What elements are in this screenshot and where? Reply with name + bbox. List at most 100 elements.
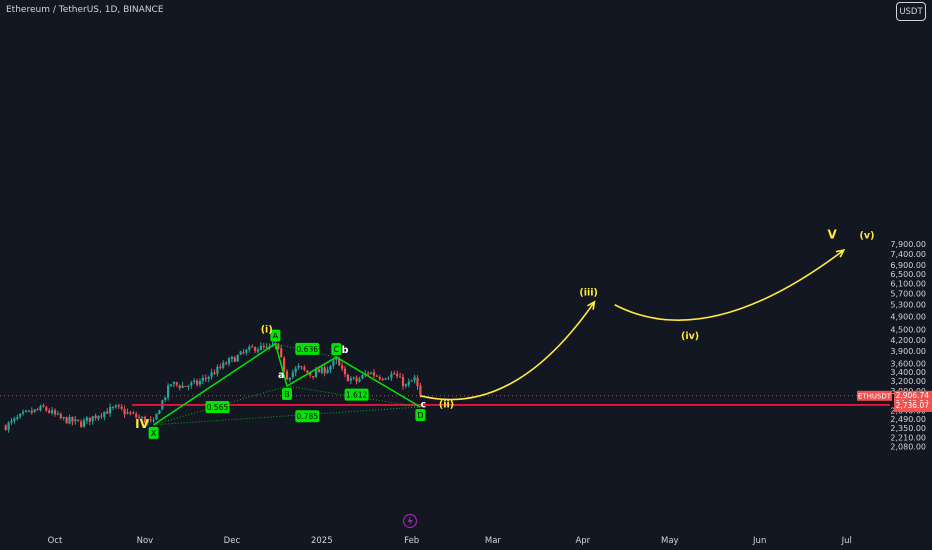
candle (352, 376, 355, 380)
candle (280, 344, 283, 359)
support-price-tag: 2,736.07 (894, 400, 932, 412)
candle (109, 403, 112, 417)
candle-body (123, 409, 126, 415)
candle-body (329, 365, 332, 370)
candle (297, 362, 300, 370)
candle (300, 365, 303, 370)
candle-body (126, 412, 129, 414)
svg-text:2,906.74: 2,906.74 (896, 391, 930, 400)
candle-body (152, 420, 155, 422)
candle (242, 349, 245, 355)
candle (326, 366, 329, 375)
currency-button[interactable]: USDT (896, 2, 926, 21)
candle-body (390, 373, 393, 378)
y-tick-label: 5,300.00 (890, 301, 926, 310)
candle (132, 410, 135, 415)
candle (187, 384, 190, 391)
candle (306, 370, 309, 373)
candle-body (416, 377, 419, 386)
candle-body (387, 378, 390, 380)
wave-label: (iii) (579, 288, 597, 299)
candle (56, 410, 59, 416)
candle-body (404, 384, 407, 387)
x-tick-label: 2025 (311, 536, 333, 546)
candle-body (158, 410, 161, 415)
candle (19, 413, 22, 419)
candle (312, 376, 315, 380)
wave-label: c (420, 400, 426, 411)
candle-body (291, 372, 294, 378)
candle (239, 350, 242, 356)
wave-label: a (278, 370, 284, 381)
candle (27, 409, 30, 413)
candle-body (219, 366, 222, 368)
candle-body (407, 381, 410, 385)
candle-body (33, 409, 36, 413)
candle-body (303, 367, 306, 370)
y-tick-label: 7,900.00 (890, 240, 926, 249)
candle-body (120, 406, 123, 409)
ratio-badge: 1.612 (344, 388, 369, 401)
candle-body (393, 373, 396, 375)
candle (407, 378, 410, 388)
candle-body (36, 409, 39, 411)
candle-body (216, 366, 219, 374)
y-tick-label: 3,200.00 (890, 377, 926, 386)
candle (198, 378, 202, 387)
candle-body (4, 425, 7, 430)
candle (265, 343, 268, 350)
candle-body (94, 415, 97, 419)
candle (399, 372, 402, 378)
candle-body (167, 385, 170, 398)
candle-body (16, 417, 19, 419)
candle-body (103, 411, 106, 417)
candle-body (100, 415, 103, 417)
candle-body (10, 420, 13, 423)
projection-curve (420, 301, 596, 401)
candle-body (111, 407, 115, 409)
candle (158, 409, 161, 415)
candle (227, 357, 231, 367)
candle (100, 412, 103, 419)
candle (236, 354, 239, 363)
candle-body (7, 422, 10, 430)
candle-body (48, 410, 51, 413)
candle-body (97, 416, 100, 419)
candle (201, 374, 204, 385)
candle (291, 369, 294, 380)
candle-body (242, 352, 245, 354)
candle (225, 361, 228, 366)
pattern-point-label: C (334, 345, 340, 354)
candle-body (56, 413, 59, 415)
y-tick-label: 6,100.00 (890, 279, 926, 288)
candle-body (175, 382, 178, 385)
y-tick-label: 3,400.00 (890, 368, 926, 377)
candle-body (22, 411, 25, 414)
x-tick-label: Dec (224, 536, 241, 546)
candle (178, 384, 181, 391)
candle-body (323, 367, 326, 374)
candle-body (45, 407, 48, 411)
candle-body (196, 380, 199, 385)
candle-body (283, 357, 286, 371)
candle (114, 404, 117, 409)
y-tick-label: 3,900.00 (890, 347, 926, 356)
ratio-badge: 0.565 (205, 400, 230, 413)
candle (97, 415, 100, 421)
candle (184, 385, 187, 387)
candle (106, 408, 109, 414)
candle-body (117, 405, 120, 407)
candle-body (19, 413, 22, 417)
candle (94, 413, 97, 421)
ratio-label: 0.636 (297, 345, 319, 354)
candle (169, 384, 173, 387)
candle-body (138, 417, 141, 419)
candle (196, 378, 199, 387)
pattern-leg (274, 343, 288, 387)
y-tick-label: 7,400.00 (890, 250, 926, 259)
candle (135, 411, 138, 420)
candle-body (146, 420, 149, 423)
candle (230, 355, 233, 363)
candle-body (210, 372, 213, 377)
